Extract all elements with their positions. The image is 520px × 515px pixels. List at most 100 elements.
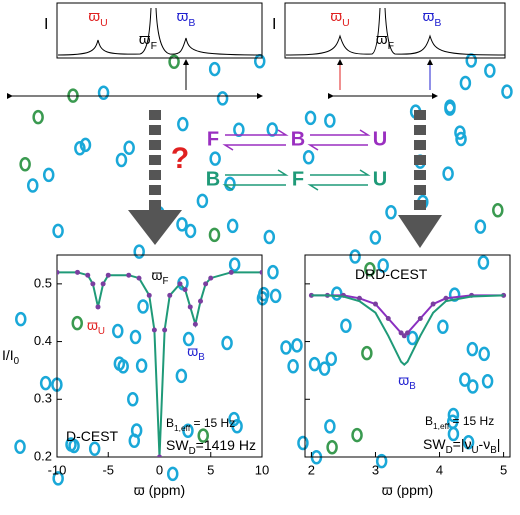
exchange-arrow xyxy=(222,184,286,191)
blob xyxy=(74,141,86,156)
data-point xyxy=(430,301,436,307)
label-part: U xyxy=(98,326,105,337)
data-point xyxy=(177,281,183,287)
blob xyxy=(224,176,236,192)
blob xyxy=(369,230,382,245)
blob xyxy=(133,244,145,259)
label-part: =1419 Hz xyxy=(196,437,256,453)
label: SWD=|νU-νB| xyxy=(423,436,500,456)
blob xyxy=(19,157,31,172)
blob xyxy=(481,374,494,389)
label-part: ϖ xyxy=(139,31,151,48)
big-arrow-head xyxy=(398,215,442,248)
exchange-arrow xyxy=(225,169,289,176)
blob xyxy=(137,299,149,314)
label-part: F xyxy=(151,40,157,52)
blob xyxy=(377,258,389,273)
label-part: -ν xyxy=(479,436,491,452)
blob xyxy=(184,223,197,239)
blob xyxy=(14,439,26,454)
label: D-CEST xyxy=(66,428,119,444)
blob xyxy=(253,53,266,69)
data-point xyxy=(151,327,157,333)
plot-frame xyxy=(304,254,511,458)
label-part: ϖ xyxy=(187,343,198,359)
x-tick-label: 10 xyxy=(255,462,269,477)
data-point xyxy=(57,269,60,275)
data-point xyxy=(372,301,378,307)
blob xyxy=(467,379,479,394)
label-part: | xyxy=(497,436,501,452)
blob xyxy=(196,193,209,209)
label-part: SW xyxy=(423,436,446,452)
blob xyxy=(26,178,39,193)
data-point xyxy=(401,333,407,339)
exchange-arrow xyxy=(307,144,368,151)
label: B1,eff = 15 Hz xyxy=(166,416,235,433)
blob xyxy=(15,311,27,327)
blob xyxy=(406,330,419,346)
blob xyxy=(385,204,397,220)
plot-area xyxy=(57,269,262,457)
big-arrow-head xyxy=(128,210,182,245)
species: F xyxy=(207,128,219,150)
data-point xyxy=(259,269,262,275)
blob xyxy=(65,437,77,452)
blob xyxy=(228,257,241,272)
label-part: F xyxy=(388,40,394,52)
data-point xyxy=(228,269,234,275)
blob xyxy=(226,218,239,234)
label-part: B xyxy=(166,416,174,430)
blob xyxy=(97,85,110,101)
blob xyxy=(115,152,128,168)
blob xyxy=(361,345,373,361)
blob xyxy=(39,375,52,391)
label: ϖ (ppm) xyxy=(382,482,433,498)
data-point xyxy=(203,281,209,287)
blob xyxy=(477,255,490,270)
blob xyxy=(208,227,221,243)
blob xyxy=(168,54,180,69)
label-part: ϖ xyxy=(398,372,409,388)
blob xyxy=(32,109,44,125)
question-mark: ? xyxy=(171,142,189,175)
label-part: 0 xyxy=(14,356,20,367)
label-part: DRD-CEST xyxy=(355,266,428,282)
blob xyxy=(216,91,229,106)
label-part: = 15 Hz xyxy=(449,414,494,428)
species: B xyxy=(206,168,220,190)
blob xyxy=(297,435,309,451)
label-part: SW xyxy=(166,437,189,453)
blob xyxy=(501,84,513,99)
blob xyxy=(79,137,92,153)
label: ϖ (ppm) xyxy=(134,482,185,498)
series-line xyxy=(311,294,504,367)
blob xyxy=(324,113,336,128)
blob xyxy=(492,203,504,218)
blob xyxy=(447,407,460,423)
blob xyxy=(135,358,148,373)
blob xyxy=(466,341,479,357)
blob xyxy=(462,434,475,450)
blob xyxy=(478,346,490,362)
blob xyxy=(474,219,487,234)
blob xyxy=(326,440,338,455)
blob xyxy=(176,217,188,232)
data-point xyxy=(208,275,214,281)
x-tick-label: -10 xyxy=(48,462,67,477)
label-part: B xyxy=(198,352,205,363)
blob xyxy=(208,61,221,77)
spectrum-frame xyxy=(284,2,506,59)
blob xyxy=(459,75,472,91)
label-part: U xyxy=(100,17,108,29)
label: ϖB xyxy=(398,372,416,392)
blob xyxy=(52,471,64,486)
spectrum-ylabel: I xyxy=(44,16,48,33)
blob xyxy=(263,229,276,245)
label-part: B xyxy=(490,445,497,456)
species: U xyxy=(373,128,387,150)
data-point xyxy=(85,272,91,278)
data-point xyxy=(443,295,449,301)
label: ϖF xyxy=(139,31,157,52)
